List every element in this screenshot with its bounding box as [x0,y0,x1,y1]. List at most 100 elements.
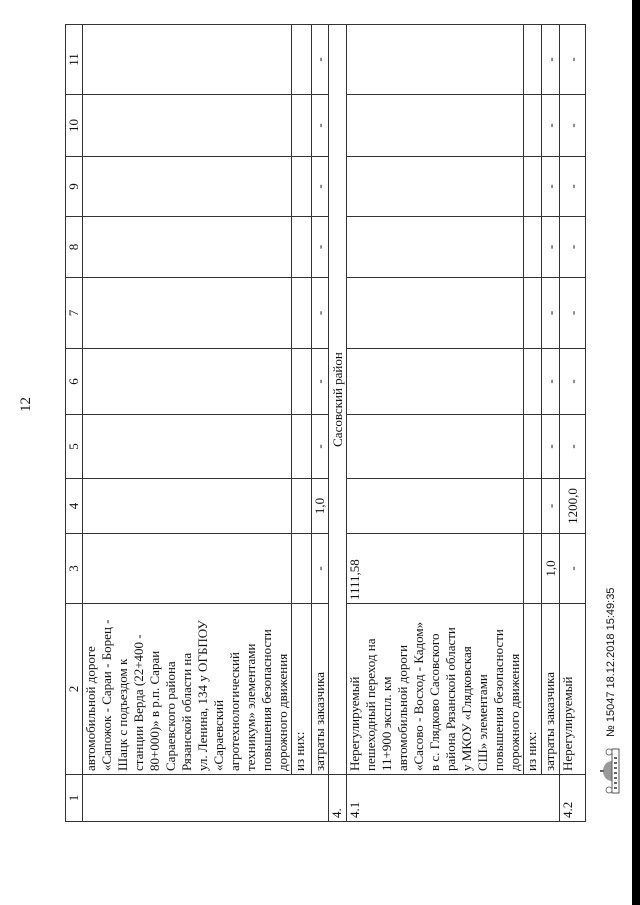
description-line: станции Верда (22+400 - [131,634,146,771]
row-description: Нерегулируемый пешеходный переход на 11+90… [346,603,524,775]
value-cell [523,24,542,95]
description-line: Сараевского района [163,661,178,771]
description-line: 11+900 экспл. км [379,676,394,771]
column-header: 6 [65,348,83,415]
sub-row: затраты заказчика -1,0- - - - - - - [311,24,329,822]
description-line: Шацк с подъездом к [115,658,130,771]
value-cell [346,216,524,278]
sub-row: затраты заказчика 1,0- - - - - - - - [541,24,560,822]
value-cell [523,533,542,604]
description-line: у МКОУ «Глядковская [459,646,474,771]
description-line: техникум» элементами [243,643,258,771]
row-number [82,774,329,822]
description-line: повышения безопасности [259,629,274,771]
value-cell: - [559,348,586,415]
description-line: СШ» элементами [475,674,490,771]
value-cell [82,478,292,534]
stamp-text: № 15047 18.12.2018 15:49:35 [605,587,617,737]
value-cell: 1,0 [541,533,560,604]
value-cell [523,348,542,415]
value-cell [82,348,292,415]
value-cell: - [541,94,560,157]
description-line: повышения безопасности [491,629,506,771]
value-cell: - [541,216,560,278]
value-cell [82,277,292,349]
value-cell: - [559,277,586,349]
description-line: дорожного движения [507,653,522,771]
description-line: «Сараевский [211,699,226,771]
sub-row-label: из них: [291,603,312,775]
column-header: 9 [65,156,83,217]
value-cell: - [541,277,560,349]
value-cell: - [311,24,329,95]
scan-edge [632,0,640,905]
row-number: 4. [328,774,347,822]
description-line: 80+000)» в р.п. Сараи [147,650,162,771]
value-cell [291,277,312,349]
value-cell [82,156,292,217]
header-row: 1 2 3 4 5 6 7 8 9 10 11 [65,24,83,822]
column-header: 4 [65,478,83,534]
value-cell: - [311,348,329,415]
sub-row-label: из них: [523,603,542,775]
row-description: Нерегулируемый [559,603,586,775]
value-cell: - [559,94,586,157]
value-cell: - [541,156,560,217]
value-cell: - [559,414,586,479]
column-header: 10 [65,94,83,157]
value-cell: - [559,216,586,278]
value-cell: - [541,478,560,534]
value-cell [523,216,542,278]
value-cell [291,348,312,415]
registration-stamp: № 15047 18.12.2018 15:49:35 [600,588,622,795]
value-cell [291,24,312,95]
value-cell [291,216,312,278]
description-line: автомобильной дороги [395,644,410,771]
description-line: Нерегулируемый [347,676,362,771]
value-cell [523,94,542,157]
column-header: 8 [65,216,83,278]
value-cell: - [541,348,560,415]
sub-row: из них: [291,24,312,822]
section-title: Сасовский район [328,24,347,775]
table-row: 4.2 Нерегулируемый -1200,0- - - - - - - [559,24,586,822]
value-cell [82,216,292,278]
row-description: автомобильной дороге «Сапожок - Сараи - Б… [82,603,292,775]
value-cell: - [559,24,586,95]
value-cell [523,277,542,349]
description-line: ул. Ленина, 134 у ОГБПОУ [195,620,210,771]
value-cell [346,94,524,157]
column-header: 5 [65,414,83,479]
value-cell [82,414,292,479]
sub-row-label: затраты заказчика [311,603,329,775]
value-cell: - [311,277,329,349]
table-row: автомобильной дороге «Сапожок - Сараи - Б… [82,24,329,822]
value-cell [346,348,524,415]
description-line: пешеходный переход на [363,638,378,771]
value-cell [291,533,312,604]
value-cell [346,414,524,479]
column-header: 11 [65,24,83,95]
value-cell [291,94,312,157]
value-cell [291,414,312,479]
value-cell [82,24,292,95]
value-cell [346,156,524,217]
value-cell [82,533,292,604]
value-cell: - [541,24,560,95]
description-line: дорожного движения [275,653,290,771]
value-cell: - [559,156,586,217]
value-cell: - [541,414,560,479]
description-line: района Рязанской области [443,627,458,771]
value-cell: - [559,533,586,604]
value-cell [291,478,312,534]
description-line: автомобильной дороге [83,646,98,771]
value-cell [346,24,524,95]
value-cell: 1,0 [311,478,329,534]
value-cell [82,94,292,157]
page-number: 12 [18,397,34,412]
value-cell [523,414,542,479]
description-line: Нерегулируемый [560,676,575,771]
section-row: 4. Сасовский район [328,24,347,822]
value-cell [346,478,524,534]
